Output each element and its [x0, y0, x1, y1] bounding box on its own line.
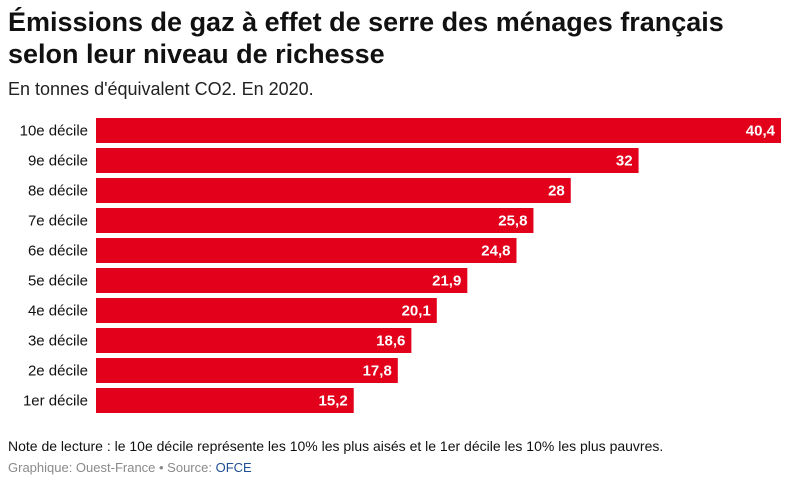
chart-title: Émissions de gaz à effet de serre des mé… — [8, 6, 788, 70]
bar — [96, 148, 639, 173]
category-label: 7e décile — [28, 213, 88, 230]
chart-title-line-2: selon leur niveau de richesse — [8, 39, 385, 69]
bar-value-label: 18,6 — [376, 333, 405, 350]
bar — [96, 208, 534, 233]
credit-text: Graphique: Ouest-France • Source: — [8, 460, 216, 475]
bar-value-label: 40,4 — [746, 123, 776, 140]
category-label: 6e décile — [28, 243, 88, 260]
bar-value-label: 28 — [548, 183, 565, 200]
category-label: 2e décile — [28, 363, 88, 380]
bar — [96, 178, 571, 203]
category-label: 3e décile — [28, 333, 88, 350]
bar-value-label: 21,9 — [432, 273, 461, 290]
bar-chart: 10e décile 40,4 9e décile 32 8e décile 28 7e d… — [20, 118, 781, 413]
category-label: 9e décile — [28, 153, 88, 170]
bar — [96, 298, 437, 323]
bar-value-label: 15,2 — [319, 393, 348, 410]
bar — [96, 118, 781, 143]
bar-value-label: 25,8 — [498, 213, 527, 230]
source-link[interactable]: OFCE — [215, 460, 252, 475]
category-label: 1er décile — [23, 393, 88, 410]
bar-value-label: 17,8 — [363, 363, 392, 380]
bar-value-label: 20,1 — [402, 303, 431, 320]
category-label: 8e décile — [28, 183, 88, 200]
reading-note: Note de lecture : le 10e décile représen… — [8, 438, 664, 454]
category-label: 5e décile — [28, 273, 88, 290]
bar-value-label: 32 — [616, 153, 633, 170]
bar — [96, 268, 468, 293]
credit-line: Graphique: Ouest-France • Source: OFCE — [8, 460, 252, 476]
bar-value-label: 24,8 — [481, 243, 510, 260]
bar — [96, 358, 398, 383]
bar — [96, 238, 517, 263]
bar — [96, 328, 412, 353]
chart-title-line-1: Émissions de gaz à effet de serre des mé… — [8, 7, 724, 37]
category-label: 10e décile — [20, 123, 88, 140]
category-label: 4e décile — [28, 303, 88, 320]
chart-subtitle: En tonnes d'équivalent CO2. En 2020. — [8, 79, 314, 99]
bar — [96, 388, 354, 413]
